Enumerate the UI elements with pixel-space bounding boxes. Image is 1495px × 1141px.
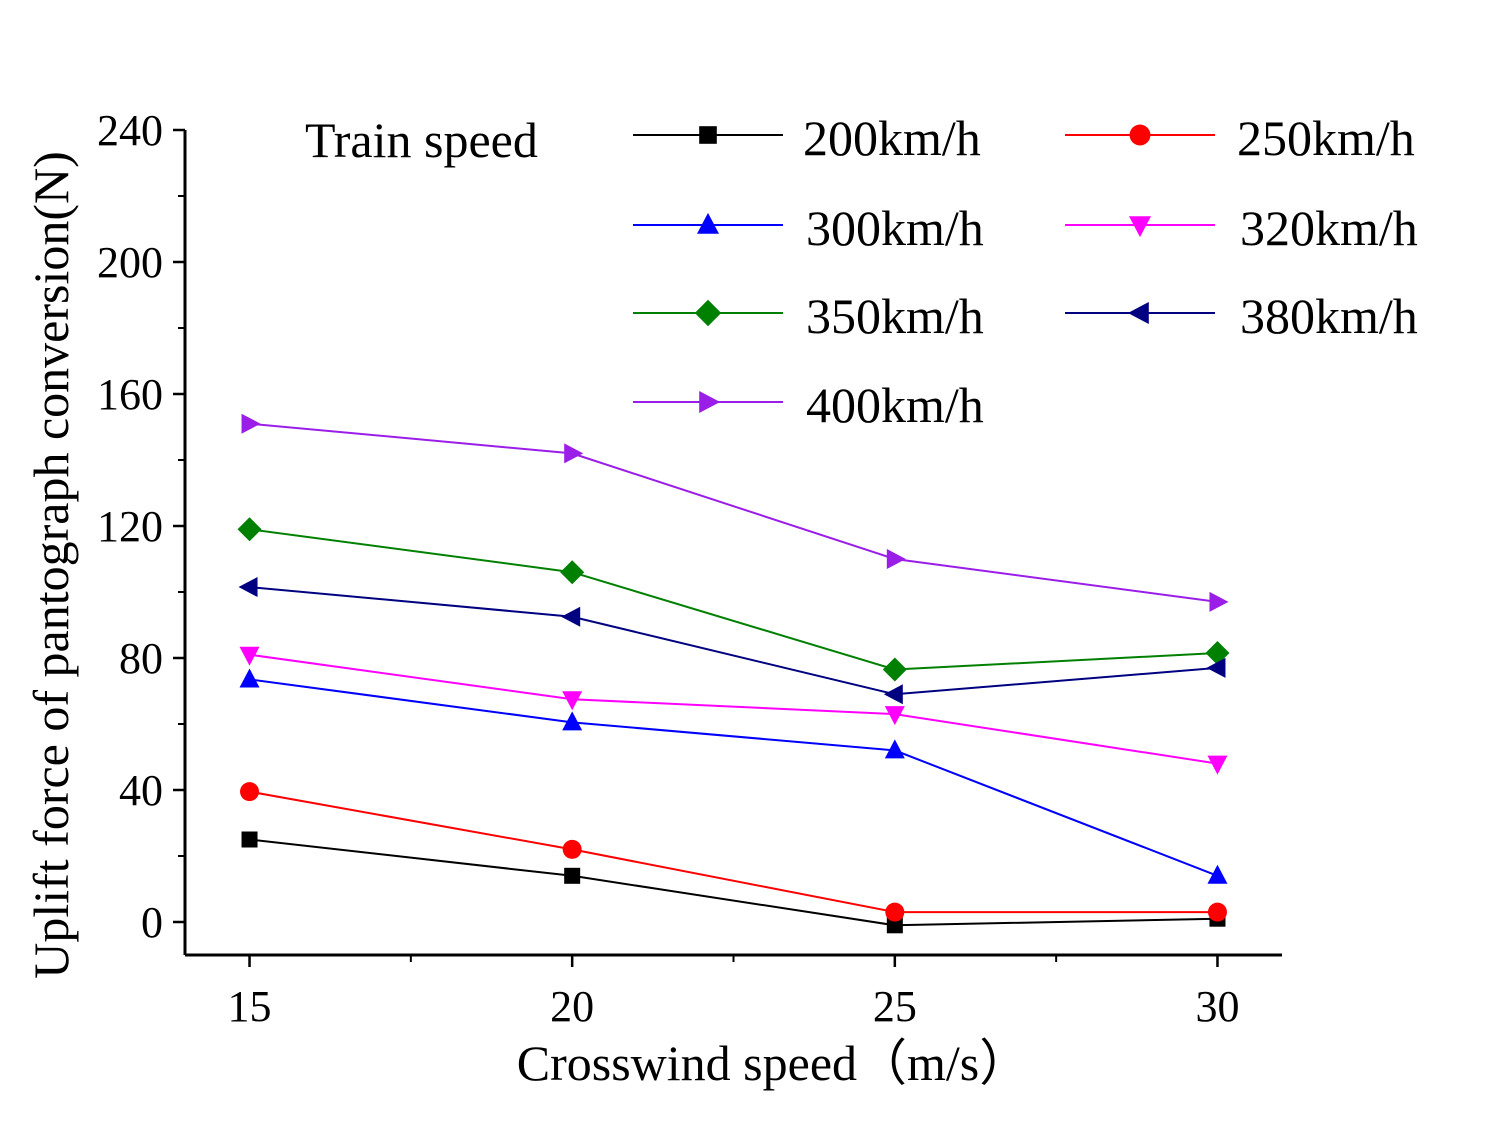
data-point [882, 657, 907, 682]
series-line [249, 653, 1218, 765]
series-line [249, 422, 1218, 603]
x-tick-label: 15 [228, 982, 272, 1031]
x-tick-label: 30 [1195, 982, 1239, 1031]
series-200km/h [241, 831, 1226, 934]
data-point [562, 691, 583, 711]
legend-marker [697, 212, 719, 234]
data-point [884, 706, 905, 726]
data-point [886, 549, 906, 569]
series-400km/h [241, 413, 1229, 612]
x-tick-label: 20 [550, 982, 594, 1031]
legend-label: 350km/h [806, 288, 984, 344]
series-line [249, 586, 1218, 696]
legend-entry-250km/h: 250km/h [1065, 110, 1415, 166]
legend-entry-400km/h: 400km/h [633, 377, 984, 433]
data-point [561, 606, 581, 627]
data-point [237, 517, 262, 542]
data-point [560, 560, 585, 585]
data-point [1205, 641, 1230, 666]
y-tick-label: 120 [97, 502, 163, 551]
axis-ticks: 0 40 80 120 160 200 240 15 20 25 30 [97, 106, 1239, 1031]
data-point [239, 646, 260, 666]
data-point [886, 917, 903, 934]
legend-label: 320km/h [1240, 200, 1418, 256]
legend-title: Train speed [305, 112, 538, 168]
data-point [1207, 864, 1228, 884]
data-point [238, 577, 258, 598]
legend-entry-350km/h: 350km/h [633, 288, 984, 344]
data-point [1206, 657, 1226, 678]
y-tick-label: 240 [97, 106, 163, 155]
legend-entry-320km/h: 320km/h [1065, 200, 1418, 256]
series-380km/h [238, 577, 1226, 705]
y-tick-label: 0 [141, 898, 163, 947]
data-point [1207, 755, 1228, 775]
data-point [564, 443, 584, 464]
legend-marker [699, 391, 721, 413]
data-point [239, 668, 260, 688]
series-320km/h [239, 646, 1228, 775]
data-point [883, 684, 903, 705]
legend-label: 300km/h [806, 200, 984, 256]
y-tick-label: 80 [119, 634, 163, 683]
data-point [885, 902, 905, 922]
data-point [564, 867, 581, 884]
series-line [249, 528, 1218, 671]
series-300km/h [239, 668, 1228, 884]
data-point [1207, 902, 1227, 922]
x-axis-title: Crosswind speed（m/s） [517, 1035, 1030, 1091]
data-point [241, 831, 258, 848]
legend-label: 200km/h [803, 110, 981, 166]
y-axis-title: Uplift force of pantograph conversion(N) [23, 151, 79, 979]
x-tick-label: 25 [873, 982, 917, 1031]
legend-entry-380km/h: 380km/h [1065, 288, 1418, 344]
legend-marker [1129, 216, 1151, 238]
data-point [884, 739, 905, 759]
series-layer [237, 413, 1230, 934]
data-point [240, 782, 260, 802]
y-tick-label: 40 [119, 766, 163, 815]
series-line [249, 678, 1218, 877]
legend: Train speed 200km/h 250km/h 300km/h 320km/h… [305, 110, 1418, 433]
data-point [562, 711, 583, 731]
legend-label: 380km/h [1240, 288, 1418, 344]
series-line [249, 790, 1218, 914]
legend-entry-300km/h: 300km/h [633, 200, 984, 256]
series-350km/h [237, 517, 1230, 682]
y-tick-label: 160 [97, 370, 163, 419]
data-point [1209, 591, 1229, 612]
data-point [241, 413, 261, 434]
legend-label: 400km/h [806, 377, 984, 433]
legend-marker [699, 126, 717, 144]
legend-entry-200km/h: 200km/h [633, 110, 981, 166]
data-point [562, 839, 582, 859]
legend-marker [1127, 302, 1149, 324]
series-line [249, 838, 1218, 927]
legend-marker [1129, 124, 1151, 146]
legend-label: 250km/h [1237, 110, 1415, 166]
series-250km/h [240, 782, 1227, 922]
y-tick-label: 200 [97, 238, 163, 287]
legend-marker [694, 299, 722, 327]
